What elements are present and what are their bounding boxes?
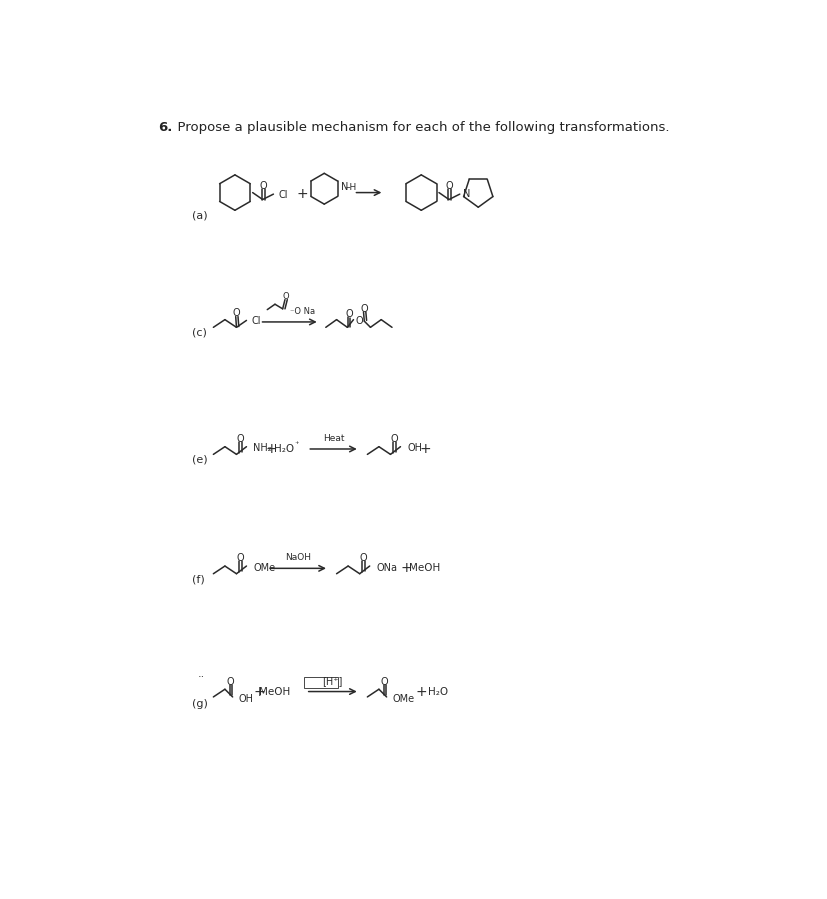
Text: +: + xyxy=(418,442,430,456)
Text: NaOH: NaOH xyxy=(284,553,311,562)
Text: –H: –H xyxy=(346,182,356,191)
Text: Cl: Cl xyxy=(251,316,261,326)
Text: Heat: Heat xyxy=(323,434,344,443)
Text: Cl: Cl xyxy=(278,190,287,200)
Text: Propose a plausible mechanism for each of the following transformations.: Propose a plausible mechanism for each o… xyxy=(170,120,669,134)
Text: (e): (e) xyxy=(192,455,208,465)
Text: O: O xyxy=(282,292,289,301)
Text: H₂O: H₂O xyxy=(274,444,294,454)
Text: (g): (g) xyxy=(192,699,208,708)
Text: +: + xyxy=(253,684,265,699)
Text: ONa: ONa xyxy=(376,563,397,573)
Text: (a): (a) xyxy=(192,210,208,220)
Text: O: O xyxy=(355,316,362,326)
Text: O: O xyxy=(232,308,240,318)
Text: MeOH: MeOH xyxy=(259,687,290,697)
Text: OMe: OMe xyxy=(391,694,414,704)
Text: OH: OH xyxy=(407,443,422,453)
Text: O: O xyxy=(260,181,267,191)
Text: 6.: 6. xyxy=(158,120,172,134)
Text: OH: OH xyxy=(237,694,253,704)
Text: N: N xyxy=(341,182,348,192)
Text: (c): (c) xyxy=(192,328,207,338)
Text: +: + xyxy=(265,442,276,456)
Text: O: O xyxy=(359,553,367,564)
Text: O: O xyxy=(227,677,234,688)
Text: H₂O: H₂O xyxy=(428,687,447,697)
Text: O: O xyxy=(380,677,388,688)
Text: ⁻O Na: ⁻O Na xyxy=(290,307,315,316)
Text: ..: .. xyxy=(198,669,205,679)
Text: ⁺: ⁺ xyxy=(294,440,299,449)
Text: [H⁺]: [H⁺] xyxy=(323,677,342,687)
Text: O: O xyxy=(345,309,352,319)
Text: +: + xyxy=(399,561,411,575)
Text: N: N xyxy=(462,189,470,199)
Text: (f): (f) xyxy=(192,574,204,584)
Text: OMe: OMe xyxy=(253,563,275,573)
Text: O: O xyxy=(237,553,244,564)
Text: O: O xyxy=(237,434,244,444)
Text: O: O xyxy=(446,181,453,191)
Text: MeOH: MeOH xyxy=(409,564,440,574)
Text: O: O xyxy=(360,304,368,314)
Text: +: + xyxy=(296,187,308,201)
Text: +: + xyxy=(415,684,427,699)
Text: O: O xyxy=(390,434,398,444)
Text: NH₂: NH₂ xyxy=(253,443,272,453)
